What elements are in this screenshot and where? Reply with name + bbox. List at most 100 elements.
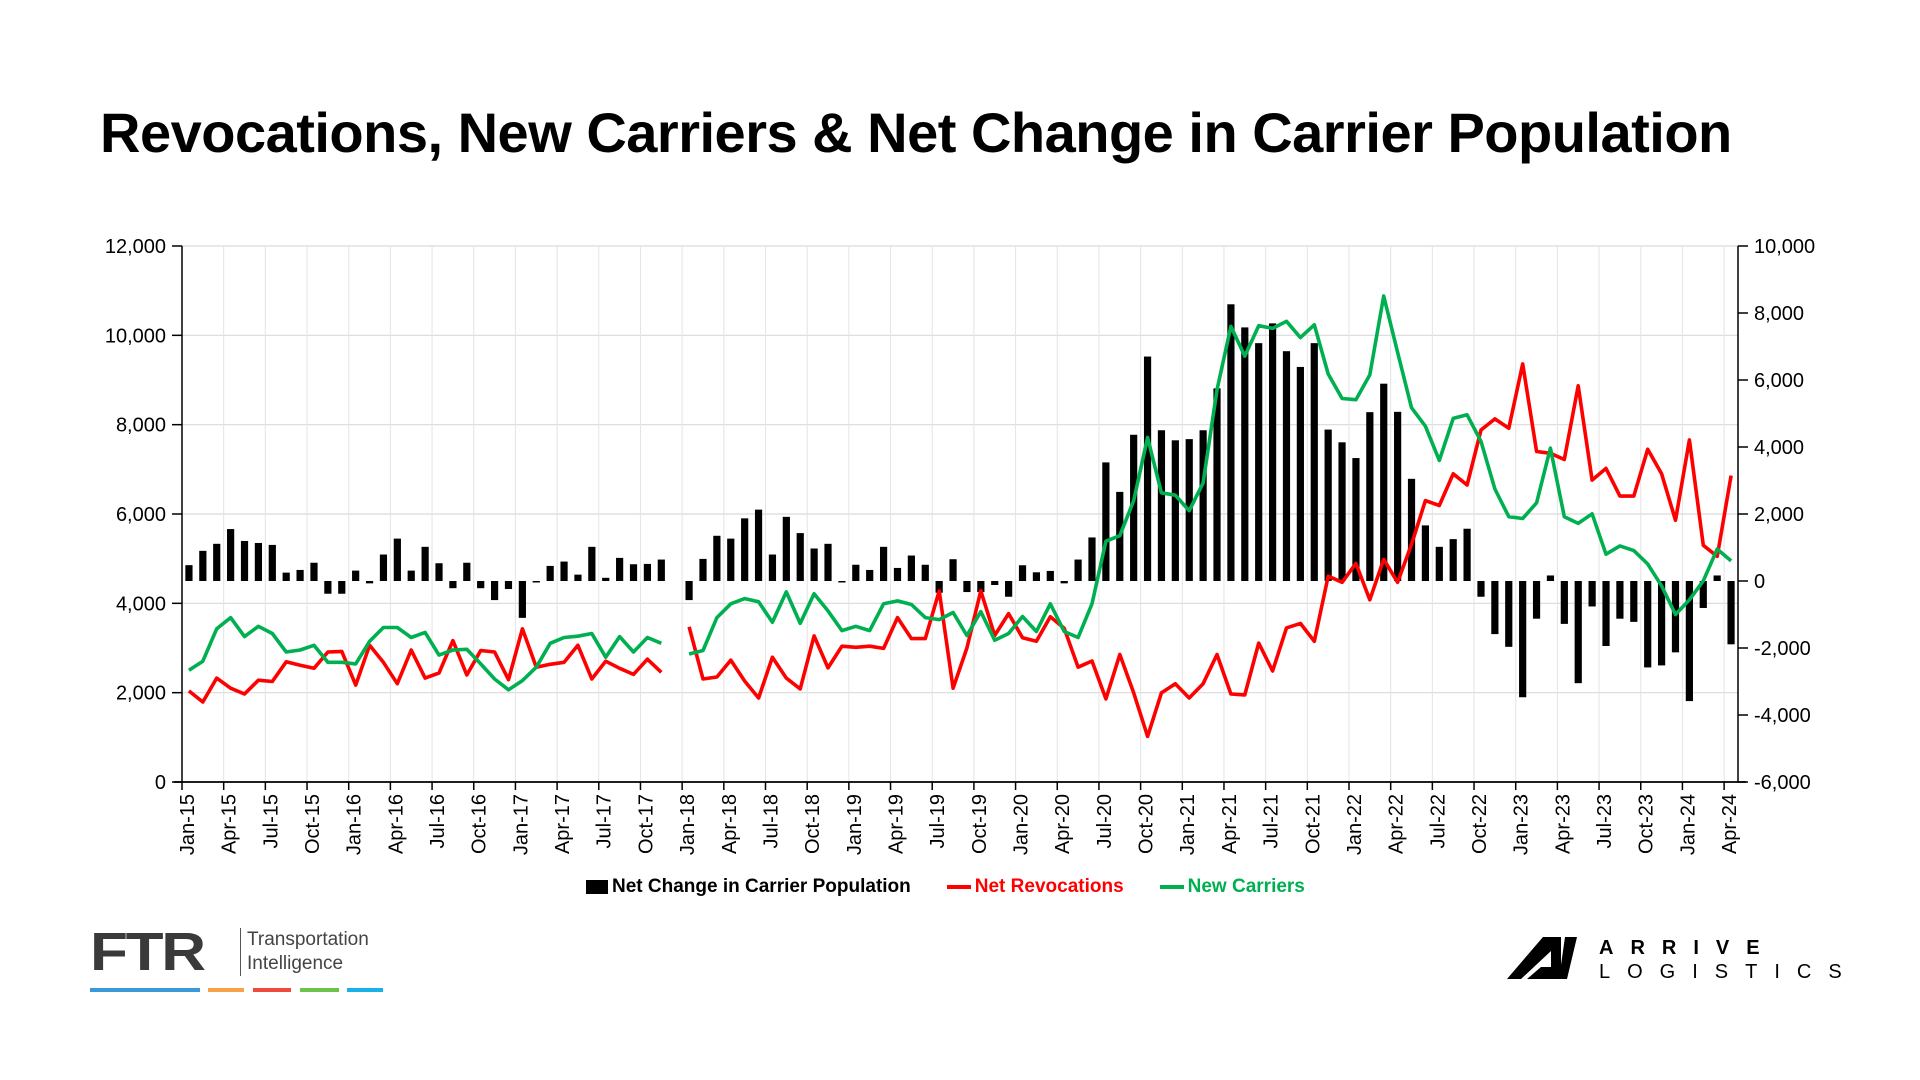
bar-net-change xyxy=(657,559,665,581)
x-axis-tick-label: Oct-17 xyxy=(635,794,657,854)
bar-net-change xyxy=(602,577,610,581)
x-axis-tick-label: Apr-19 xyxy=(885,794,907,854)
bar-net-change xyxy=(838,581,846,583)
bar-net-change xyxy=(824,543,832,581)
line-new-carriers xyxy=(187,294,1733,692)
bar-net-change xyxy=(1032,572,1041,581)
x-axis-tick-label: Oct-20 xyxy=(1136,794,1158,854)
bar-net-change xyxy=(1588,581,1596,607)
bar-net-change xyxy=(1657,581,1666,666)
bar-net-change xyxy=(296,569,304,581)
bar-net-change xyxy=(560,561,568,581)
bar-net-change xyxy=(213,543,221,581)
legend-swatch-bar xyxy=(586,880,608,894)
bar-net-change xyxy=(254,542,263,581)
left-axis-tick-label: 4,000 xyxy=(116,593,166,615)
ftr-logo: FTR Transportation Intelligence xyxy=(90,925,383,992)
bar-net-change xyxy=(1699,581,1707,608)
x-axis-tick-label: Apr-22 xyxy=(1386,794,1408,854)
bar-net-change xyxy=(977,581,985,593)
bar-net-change xyxy=(1644,581,1652,668)
bar-net-change xyxy=(991,581,999,586)
x-axis-tick-label: Apr-16 xyxy=(385,794,407,854)
bar-net-change xyxy=(199,550,207,581)
bar-net-change xyxy=(407,570,415,581)
bar-net-change xyxy=(421,546,429,581)
x-axis-tick-label: Oct-19 xyxy=(969,794,991,854)
bar-net-change xyxy=(1407,478,1416,581)
bar-net-change xyxy=(616,557,624,581)
left-axis-tick-label: 0 xyxy=(155,772,166,794)
bar-net-change xyxy=(435,563,443,581)
x-axis-tick-label: Oct-16 xyxy=(469,794,491,854)
right-axis-tick-label: 8,000 xyxy=(1754,303,1804,325)
bar-net-change xyxy=(574,574,582,581)
bar-net-change xyxy=(185,565,193,581)
bar-net-change xyxy=(1046,570,1054,581)
x-axis-tick-label: Oct-23 xyxy=(1636,794,1658,854)
bar-net-change xyxy=(310,562,318,581)
ftr-bar xyxy=(208,988,244,992)
bar-net-change xyxy=(1310,343,1318,581)
bar-net-change xyxy=(449,581,457,589)
left-axis-tick-label: 8,000 xyxy=(116,415,166,437)
legend-item-net-revocations: Net Revocations xyxy=(946,876,1124,898)
bar-net-change xyxy=(1255,343,1263,581)
x-axis-tick-label: Jul-20 xyxy=(1094,794,1116,848)
chart-title: Revocations, New Carriers & Net Change i… xyxy=(100,101,1732,164)
x-axis-tick-label: Jan-24 xyxy=(1677,794,1699,855)
bar-net-change xyxy=(324,581,332,594)
right-axis-tick-label: -2,000 xyxy=(1754,638,1811,660)
bar-net-change xyxy=(1088,537,1096,581)
bar-net-change xyxy=(1296,366,1304,581)
ftr-color-bars xyxy=(90,988,390,992)
bar-net-change xyxy=(1268,323,1277,581)
bar-net-change xyxy=(268,544,276,581)
x-axis-tick-label: Jan-16 xyxy=(344,794,366,855)
bar-net-change xyxy=(588,546,596,581)
x-axis-tick-label: Oct-21 xyxy=(1302,794,1324,854)
right-axis-tick-label: 4,000 xyxy=(1754,437,1804,459)
bar-net-change xyxy=(1074,559,1082,581)
bar-net-change xyxy=(1532,581,1541,619)
bar-net-change xyxy=(921,564,929,581)
bar-net-change xyxy=(240,540,249,581)
right-axis-tick-label: 10,000 xyxy=(1754,236,1815,258)
x-axis-tick-label: Jul-21 xyxy=(1261,794,1283,848)
x-axis-tick-label: Oct-18 xyxy=(802,794,824,854)
bar-net-change xyxy=(1227,304,1235,581)
bar-net-change xyxy=(727,538,735,581)
right-axis-tick-label: -6,000 xyxy=(1754,772,1811,794)
bar-net-change xyxy=(796,533,804,581)
bar-net-change xyxy=(1505,581,1513,647)
x-axis-tick-label: Jul-16 xyxy=(427,794,449,848)
right-axis-tick-label: 0 xyxy=(1754,571,1765,593)
x-axis-tick-label: Jul-18 xyxy=(760,794,782,848)
bar-net-change xyxy=(1338,442,1346,581)
bar-net-change xyxy=(546,565,554,581)
bar-net-change xyxy=(477,581,485,589)
legend-label: New Carriers xyxy=(1187,876,1305,897)
right-axis-tick-label: -4,000 xyxy=(1754,705,1811,727)
bar-net-change xyxy=(463,562,471,581)
bar-net-change xyxy=(1546,575,1555,581)
bar-net-change xyxy=(1394,411,1402,581)
bar-net-change xyxy=(1241,327,1249,581)
right-axis-tick-label: 2,000 xyxy=(1754,504,1804,526)
x-axis-tick-label: Oct-22 xyxy=(1469,794,1491,854)
ftr-tagline-line: Transportation xyxy=(247,929,369,950)
bar-net-change xyxy=(629,564,638,581)
legend: Net Change in Carrier Population Net Rev… xyxy=(586,876,1341,898)
bar-net-change xyxy=(1005,581,1013,597)
left-axis-tick-label: 12,000 xyxy=(105,236,166,258)
bar-net-change xyxy=(490,581,499,601)
bar-net-change xyxy=(866,569,874,581)
x-axis-tick-label: Apr-21 xyxy=(1219,794,1241,854)
bar-net-change xyxy=(227,529,235,581)
bar-net-change xyxy=(1060,581,1068,584)
legend-label: Net Change in Carrier Population xyxy=(612,876,911,897)
bar-net-change xyxy=(282,572,290,581)
arrive-wordmark: ARRIVE xyxy=(1599,937,1777,959)
x-axis-tick-label: Jul-19 xyxy=(927,794,949,848)
